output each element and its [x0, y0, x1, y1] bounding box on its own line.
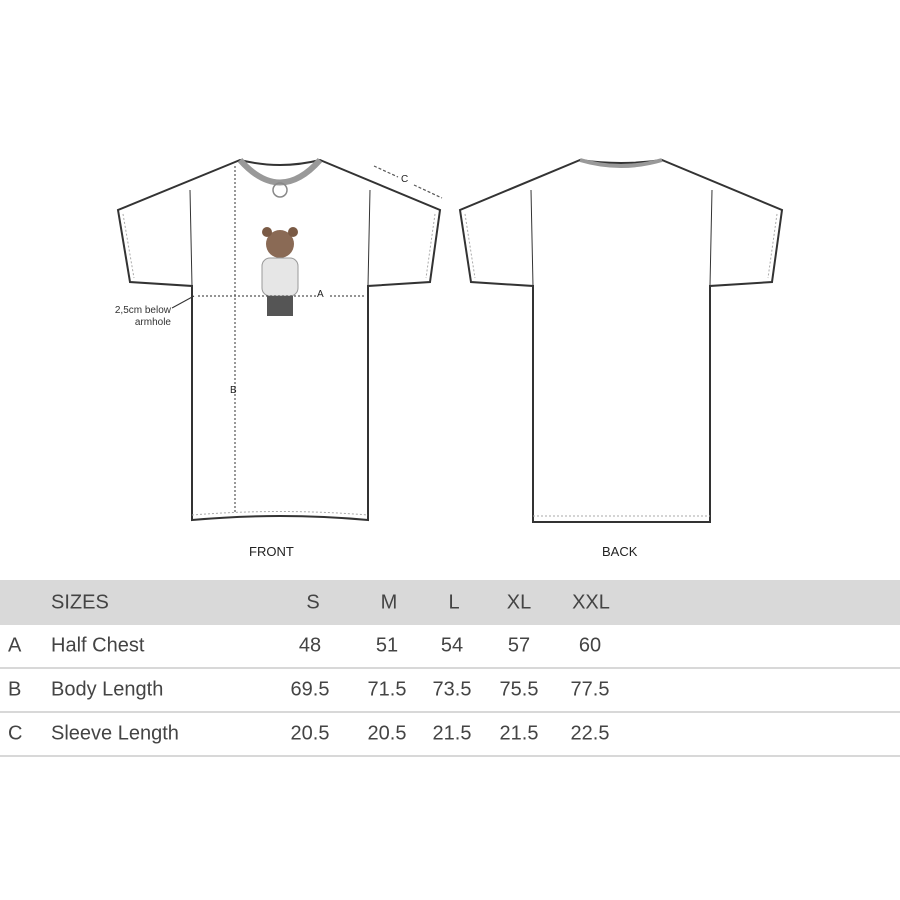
row-value: 21.5 [499, 722, 539, 745]
row-name: Half Chest [51, 634, 145, 657]
row-value: 57 [507, 634, 531, 657]
row-name: Sleeve Length [51, 722, 179, 745]
row-value: 71.5 [367, 678, 407, 701]
size-header: M [380, 591, 398, 613]
size-header: S [306, 591, 320, 613]
row-value: 20.5 [367, 722, 407, 745]
row-value: 75.5 [499, 678, 539, 701]
table-header: SIZES S M L XL XXL [0, 580, 900, 625]
table-row: C Sleeve Length 20.5 20.5 21.5 21.5 22.5 [0, 713, 900, 757]
sizes-header: SIZES [51, 591, 109, 613]
note-line1: 2,5cm below [114, 305, 171, 316]
measure-b-label: B [230, 385, 237, 396]
row-value: 60 [578, 634, 602, 657]
row-code: C [8, 722, 23, 745]
back-shirt [458, 158, 784, 523]
row-code: A [8, 634, 22, 657]
row-code: B [8, 678, 22, 701]
table-row: A Half Chest 48 51 54 57 60 [0, 625, 900, 669]
row-value: 54 [440, 634, 464, 657]
note-line2: armhole [134, 317, 171, 328]
front-label: FRONT [249, 544, 294, 559]
row-value: 22.5 [570, 722, 610, 745]
tshirt-diagram [116, 157, 784, 523]
table-row: B Body Length 69.5 71.5 73.5 75.5 77.5 [0, 669, 900, 713]
size-table: SIZES S M L XL XXL A Half Chest 48 51 54… [0, 580, 900, 757]
row-value: 20.5 [290, 722, 330, 745]
row-value: 21.5 [432, 722, 472, 745]
size-header: XXL [572, 591, 610, 613]
measure-a-label: A [317, 289, 324, 300]
row-value: 77.5 [570, 678, 610, 701]
size-header: L [448, 591, 460, 613]
row-value: 73.5 [432, 678, 472, 701]
measure-c-line [373, 165, 443, 199]
row-name: Body Length [51, 678, 164, 701]
row-value: 69.5 [290, 678, 330, 701]
row-value: 51 [375, 634, 399, 657]
row-value: 48 [298, 634, 322, 657]
measure-c-label: C [401, 174, 409, 185]
size-header: XL [506, 591, 532, 613]
back-label: BACK [602, 544, 638, 559]
front-shirt [116, 157, 443, 522]
bear-graphic [261, 182, 299, 316]
